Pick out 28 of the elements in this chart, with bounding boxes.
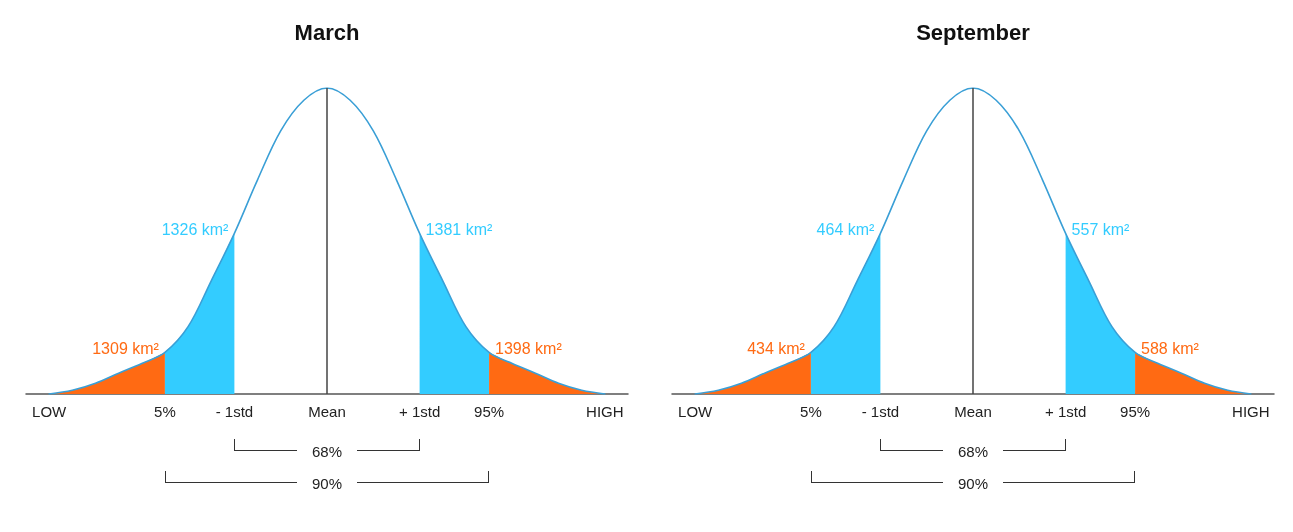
x-tick-label: Mean (954, 403, 992, 420)
x-tick-label: LOW (678, 403, 714, 420)
annotation: 557 km² (1071, 220, 1131, 238)
x-tick-label: 5% (800, 403, 822, 420)
x-tick-label: 5% (154, 403, 176, 420)
text: 90% (297, 475, 357, 493)
chart-title: March (294, 19, 360, 45)
annotation: 434 km² (747, 339, 806, 357)
annotation: 464 km² (816, 220, 876, 238)
x-tick-label: - 1std (215, 403, 254, 420)
text: 68% (943, 443, 1003, 461)
x-tick-label: LOW (32, 403, 68, 420)
x-tick-label: - 1std (861, 403, 900, 420)
x-tick-label: + 1std (398, 403, 441, 420)
text: 68% (297, 443, 357, 461)
x-tick-label: 95% (1120, 403, 1151, 420)
annotation: 1381 km² (425, 220, 493, 238)
chart-title: September (916, 19, 1031, 45)
x-tick-label: HIGH (1232, 403, 1270, 420)
x-tick-label: 95% (474, 403, 505, 420)
x-tick-label: HIGH (586, 403, 624, 420)
annotation: 1309 km² (92, 339, 160, 357)
x-tick-label: + 1std (1044, 403, 1087, 420)
annotation: 1326 km² (161, 220, 230, 238)
annotation: 588 km² (1141, 339, 1200, 357)
annotation: 1398 km² (495, 339, 563, 357)
x-tick-label: Mean (308, 403, 346, 420)
text: 90% (943, 475, 1003, 493)
